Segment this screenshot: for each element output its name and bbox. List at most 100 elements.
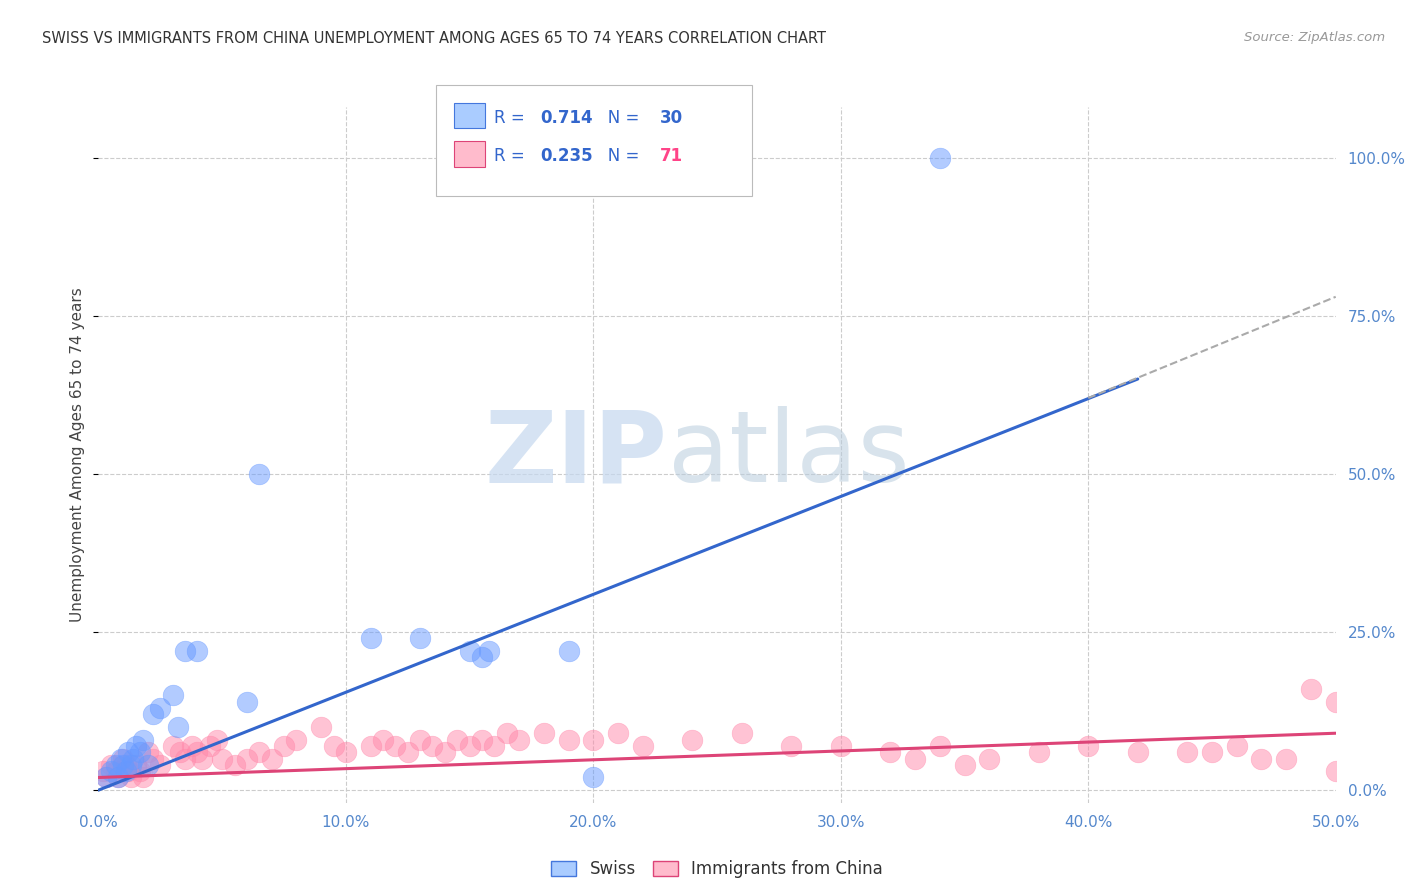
Point — [582, 771, 605, 785]
Point — [1275, 751, 1298, 765]
Point — [533, 726, 555, 740]
Point — [94, 771, 117, 785]
Point — [904, 751, 927, 765]
Point — [371, 732, 394, 747]
Point — [384, 739, 406, 753]
Point — [458, 739, 481, 753]
Point — [471, 732, 494, 747]
Point — [120, 771, 142, 785]
Point — [169, 745, 191, 759]
Point — [360, 632, 382, 646]
Text: R =: R = — [494, 109, 530, 127]
Point — [120, 757, 142, 772]
Point — [557, 732, 579, 747]
Point — [124, 739, 146, 753]
Text: N =: N = — [592, 147, 644, 165]
Point — [322, 739, 344, 753]
Point — [309, 720, 332, 734]
Point — [132, 771, 155, 785]
Point — [582, 732, 605, 747]
Point — [830, 739, 852, 753]
Point — [136, 757, 159, 772]
Point — [1324, 695, 1347, 709]
Point — [260, 751, 283, 765]
Y-axis label: Unemployment Among Ages 65 to 74 years: Unemployment Among Ages 65 to 74 years — [70, 287, 86, 623]
Point — [132, 732, 155, 747]
Text: Source: ZipAtlas.com: Source: ZipAtlas.com — [1244, 31, 1385, 45]
Point — [247, 745, 270, 759]
Point — [114, 757, 136, 772]
Point — [953, 757, 976, 772]
Point — [285, 732, 308, 747]
Point — [631, 739, 654, 753]
Point — [162, 688, 184, 702]
Point — [1201, 745, 1223, 759]
Point — [162, 739, 184, 753]
Point — [117, 764, 139, 779]
Point — [136, 745, 159, 759]
Point — [112, 757, 135, 772]
Text: atlas: atlas — [668, 407, 910, 503]
Point — [149, 757, 172, 772]
Point — [1250, 751, 1272, 765]
Point — [94, 771, 117, 785]
Point — [205, 732, 228, 747]
Point — [508, 732, 530, 747]
Point — [122, 751, 145, 765]
Point — [104, 757, 127, 772]
Text: R =: R = — [494, 147, 530, 165]
Point — [478, 644, 501, 658]
Legend: Swiss, Immigrants from China: Swiss, Immigrants from China — [544, 854, 890, 885]
Point — [409, 632, 432, 646]
Point — [224, 757, 246, 772]
Point — [198, 739, 221, 753]
Text: ZIP: ZIP — [485, 407, 668, 503]
Text: 0.235: 0.235 — [540, 147, 592, 165]
Text: 30: 30 — [659, 109, 682, 127]
Point — [681, 732, 703, 747]
Point — [1226, 739, 1249, 753]
Point — [236, 751, 259, 765]
Point — [1175, 745, 1198, 759]
Point — [129, 764, 152, 779]
Point — [142, 751, 165, 765]
Point — [979, 751, 1001, 765]
Point — [731, 726, 754, 740]
Point — [174, 751, 197, 765]
Point — [471, 650, 494, 665]
Point — [495, 726, 517, 740]
Point — [484, 739, 506, 753]
Point — [422, 739, 444, 753]
Point — [780, 739, 803, 753]
Point — [879, 745, 901, 759]
Point — [458, 644, 481, 658]
Point — [114, 764, 136, 779]
Point — [1028, 745, 1050, 759]
Point — [174, 644, 197, 658]
Text: 71: 71 — [659, 147, 682, 165]
Text: SWISS VS IMMIGRANTS FROM CHINA UNEMPLOYMENT AMONG AGES 65 TO 74 YEARS CORRELATIO: SWISS VS IMMIGRANTS FROM CHINA UNEMPLOYM… — [42, 31, 827, 46]
Point — [446, 732, 468, 747]
Point — [607, 726, 630, 740]
Point — [409, 732, 432, 747]
Point — [181, 739, 204, 753]
Point — [1324, 764, 1347, 779]
Point — [186, 644, 208, 658]
Point — [335, 745, 357, 759]
Text: N =: N = — [592, 109, 644, 127]
Point — [1299, 681, 1322, 696]
Point — [112, 751, 135, 765]
Point — [1077, 739, 1099, 753]
Point — [129, 745, 152, 759]
Point — [360, 739, 382, 753]
Point — [928, 739, 950, 753]
Point — [186, 745, 208, 759]
Point — [236, 695, 259, 709]
Point — [211, 751, 233, 765]
Point — [191, 751, 214, 765]
Point — [1126, 745, 1149, 759]
Text: 0.714: 0.714 — [540, 109, 592, 127]
Point — [93, 764, 115, 779]
Point — [557, 644, 579, 658]
Point — [166, 720, 188, 734]
